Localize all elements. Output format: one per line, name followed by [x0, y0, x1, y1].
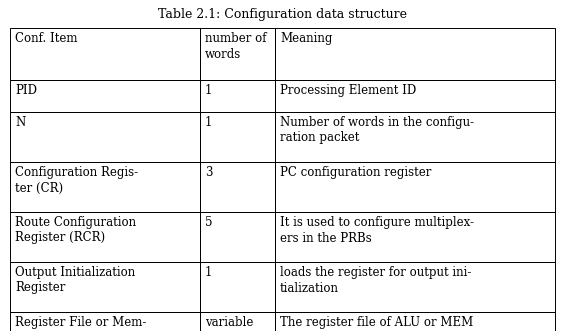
Bar: [200, 28, 275, 80]
Text: 1: 1: [205, 116, 212, 129]
Text: Configuration Regis-
ter (CR): Configuration Regis- ter (CR): [15, 166, 138, 195]
Bar: [200, 162, 275, 212]
Text: 3: 3: [205, 166, 212, 179]
Bar: [200, 312, 275, 331]
Bar: [10, 80, 200, 112]
Bar: [10, 28, 200, 80]
Text: Route Configuration
Register (RCR): Route Configuration Register (RCR): [15, 216, 136, 245]
Bar: [275, 162, 555, 212]
Text: Output Initialization
Register: Output Initialization Register: [15, 266, 135, 295]
Bar: [275, 212, 555, 262]
Text: loads the register for output ini-
tialization: loads the register for output ini- tiali…: [280, 266, 471, 295]
Text: Processing Element ID: Processing Element ID: [280, 84, 416, 97]
Text: Meaning: Meaning: [280, 32, 332, 45]
Text: N: N: [15, 116, 25, 129]
Text: 1: 1: [205, 84, 212, 97]
Bar: [275, 262, 555, 312]
Bar: [275, 80, 555, 112]
Text: variable: variable: [205, 316, 253, 329]
Bar: [10, 262, 200, 312]
Bar: [275, 112, 555, 162]
Text: 5: 5: [205, 216, 212, 229]
Bar: [200, 212, 275, 262]
Bar: [275, 28, 555, 80]
Bar: [10, 312, 200, 331]
Text: PID: PID: [15, 84, 37, 97]
Text: number of
words: number of words: [205, 32, 267, 61]
Text: Number of words in the configu-
ration packet: Number of words in the configu- ration p…: [280, 116, 474, 145]
Bar: [10, 162, 200, 212]
Text: It is used to configure multiplex-
ers in the PRBs: It is used to configure multiplex- ers i…: [280, 216, 474, 245]
Text: 1: 1: [205, 266, 212, 279]
Text: Table 2.1: Configuration data structure: Table 2.1: Configuration data structure: [158, 8, 407, 21]
Bar: [200, 262, 275, 312]
Bar: [200, 112, 275, 162]
Text: PC configuration register: PC configuration register: [280, 166, 431, 179]
Bar: [200, 80, 275, 112]
Text: Register File or Mem-
ory Content Configu-
ration: Register File or Mem- ory Content Config…: [15, 316, 146, 331]
Text: Conf. Item: Conf. Item: [15, 32, 77, 45]
Bar: [10, 112, 200, 162]
Bar: [275, 312, 555, 331]
Text: The register file of ALU or MEM
or the SRAM of the MEM is ini-
tialized: The register file of ALU or MEM or the S…: [280, 316, 473, 331]
Bar: [10, 212, 200, 262]
